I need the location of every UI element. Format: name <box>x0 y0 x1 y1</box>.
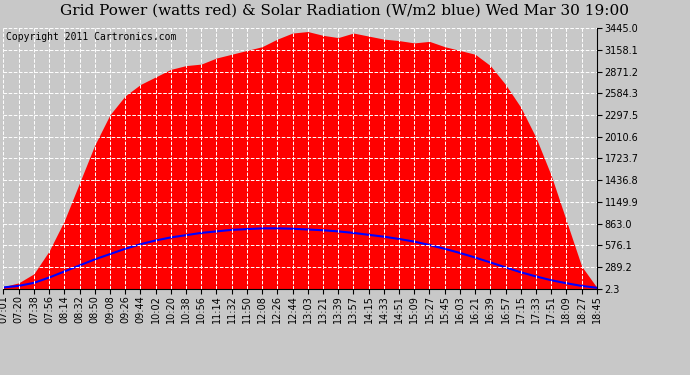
Text: Copyright 2011 Cartronics.com: Copyright 2011 Cartronics.com <box>6 32 177 42</box>
Text: Grid Power (watts red) & Solar Radiation (W/m2 blue) Wed Mar 30 19:00: Grid Power (watts red) & Solar Radiation… <box>61 4 629 18</box>
